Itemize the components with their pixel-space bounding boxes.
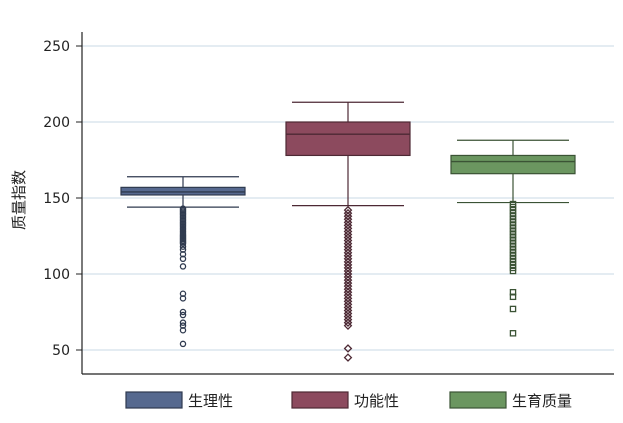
outlier-point bbox=[179, 263, 187, 270]
box bbox=[450, 154, 576, 175]
y-tick-label: 200 bbox=[43, 115, 70, 131]
legend-swatch bbox=[449, 391, 507, 409]
outlier-point bbox=[179, 340, 187, 348]
legend-swatch bbox=[125, 391, 183, 409]
legend-label: 功能性 bbox=[354, 392, 399, 410]
legend-label: 生理性 bbox=[188, 392, 233, 410]
outlier-point bbox=[179, 326, 187, 334]
box-group bbox=[450, 139, 576, 337]
legend-swatch bbox=[291, 391, 349, 409]
outlier-point bbox=[179, 243, 187, 250]
outlier-point bbox=[179, 319, 187, 326]
box bbox=[285, 121, 411, 157]
outlier-point bbox=[179, 308, 187, 316]
y-tick-label: 250 bbox=[43, 39, 70, 55]
box-group bbox=[120, 176, 246, 348]
y-tick-label: 50 bbox=[52, 343, 70, 359]
axes: 50 100 150 200 250 bbox=[43, 32, 614, 375]
box bbox=[120, 186, 246, 196]
outlier-point bbox=[343, 318, 353, 327]
outlier-point bbox=[179, 295, 187, 302]
outlier-point bbox=[343, 344, 353, 353]
y-tick-label: 150 bbox=[43, 191, 70, 207]
outlier-point bbox=[179, 240, 187, 247]
outlier-point bbox=[509, 330, 517, 337]
y-axis-label: 质量指数 bbox=[10, 170, 28, 230]
legend-label: 生育质量 bbox=[512, 392, 572, 410]
outlier-point bbox=[343, 353, 353, 362]
boxes bbox=[120, 101, 576, 362]
outlier-point bbox=[179, 311, 187, 319]
outlier-point bbox=[343, 321, 353, 330]
outlier-point bbox=[509, 305, 517, 313]
outlier-point bbox=[509, 267, 517, 275]
legend: 生理性 功能性 生育质量 bbox=[125, 391, 572, 410]
outlier-point bbox=[509, 293, 517, 301]
y-tick-label: 100 bbox=[43, 267, 70, 283]
box-group bbox=[285, 101, 411, 362]
outlier-point bbox=[179, 255, 187, 263]
